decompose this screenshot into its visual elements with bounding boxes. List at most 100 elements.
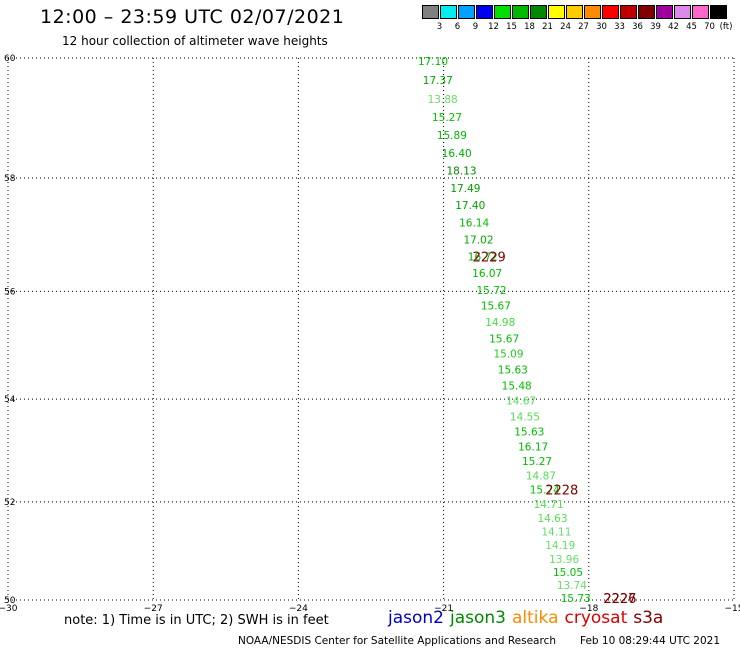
wave-height-value: 14.71	[534, 499, 564, 511]
wave-height-value: 15.67	[489, 333, 519, 345]
y-tick-label: 52	[4, 498, 15, 508]
y-tick-label: 56	[4, 287, 16, 297]
colorbar-swatch	[440, 5, 457, 19]
y-tick-label: 58	[4, 174, 16, 184]
x-tick-label: −21	[434, 604, 453, 614]
wave-height-value: 13.96	[549, 554, 579, 566]
map-grid	[7, 57, 735, 601]
map-subtitle: 12 hour collection of altimeter wave hei…	[62, 34, 328, 48]
pass-number: 2228	[545, 484, 578, 499]
colorbar-swatch	[512, 5, 529, 19]
x-tick-label: −18	[579, 604, 598, 614]
legend-entry-jason2: jason2	[388, 608, 444, 628]
pass-number: 2229	[473, 250, 506, 265]
generated-timestamp: Feb 10 08:29:44 UTC 2021	[580, 635, 720, 647]
pass-number: 2226	[603, 592, 636, 607]
colorbar-label: 27	[578, 22, 589, 32]
wave-height-value: 17.02	[463, 234, 493, 246]
satellite-legend: jason2 jason3 altika cryosat s3a	[388, 608, 669, 628]
colorbar-swatch	[548, 5, 565, 19]
colorbar-swatch	[620, 5, 637, 19]
y-tick-label: 50	[4, 596, 16, 606]
wave-height-value: 14.55	[510, 411, 540, 423]
wave-height-value: 15.67	[481, 301, 511, 313]
pass-number: 2227	[603, 592, 636, 607]
wave-height-value: 14.19	[545, 540, 575, 552]
colorbar-label: 9	[472, 22, 479, 32]
wave-height-value: 15.27	[432, 112, 462, 124]
colorbar-swatch	[692, 5, 709, 19]
wave-height-value: 13.88	[428, 94, 458, 106]
colorbar-swatch	[458, 5, 475, 19]
wave-height-value: 17.40	[455, 200, 485, 212]
wave-height-value: 14.98	[485, 317, 515, 329]
wave-height-observations: 17.10 17.37 13.88 15.27 15.89 16.40 18.13 17.49…	[418, 56, 591, 605]
wave-height-value: 14.67	[506, 396, 536, 408]
x-tick-label: −27	[144, 604, 163, 614]
legend-entry-s3a: s3a	[633, 608, 664, 628]
wave-height-value: 14.87	[526, 471, 556, 483]
colorbar-label: 36	[632, 22, 643, 32]
wave-height-value: 16.72	[468, 251, 498, 263]
wave-height-value: 15.72	[477, 285, 507, 297]
legend-entry-cryosat: cryosat	[564, 608, 628, 628]
wave-height-value: 16.40	[442, 148, 472, 160]
colorbar-label: 18	[524, 22, 535, 32]
x-tick-label: −15	[725, 604, 740, 614]
colorbar-label: 24	[560, 22, 571, 32]
wave-height-value: 15.74	[530, 485, 560, 497]
axis-tick-labels: −30 −27 −24 −21 −18 −15 60 58 56 54 52 50	[0, 54, 740, 614]
colorbar-label: 45	[686, 22, 697, 32]
wave-height-value: 15.48	[502, 380, 532, 392]
colorbar-swatch	[638, 5, 655, 19]
colorbar-swatch	[422, 5, 439, 19]
wave-height-value: 17.10	[418, 56, 448, 68]
colorbar-label: 12	[488, 22, 499, 32]
colorbar-label: 70	[704, 22, 715, 32]
y-tick-label: 54	[4, 395, 16, 405]
legend-entry-altika: altika	[512, 608, 559, 628]
colorbar-label: 6	[454, 22, 461, 32]
colorbar-unit: (ft)	[719, 22, 733, 32]
colorbar-label: 15	[506, 22, 517, 32]
wave-height-value: 16.07	[472, 268, 502, 280]
wave-height-value: 15.73	[561, 593, 591, 605]
wave-height-value: 15.05	[553, 567, 583, 579]
y-tick-label: 60	[4, 54, 16, 64]
wave-height-value: 15.09	[493, 348, 523, 360]
colorbar-label: 30	[596, 22, 607, 32]
colorbar-swatch	[656, 5, 673, 19]
colorbar-swatch	[566, 5, 583, 19]
wave-height-value: 16.17	[518, 441, 548, 453]
colorbar-swatch	[674, 5, 691, 19]
colorbar-swatch	[476, 5, 493, 19]
wave-height-value: 15.27	[522, 456, 552, 468]
colorbar-label: 39	[650, 22, 661, 32]
legend-entry-jason3: jason3	[450, 608, 506, 628]
credit-line: NOAA/NESDIS Center for Satellite Applica…	[238, 635, 556, 647]
colorbar-label: 33	[614, 22, 625, 32]
colorbar-swatch	[602, 5, 619, 19]
wave-height-value: 14.11	[541, 527, 571, 539]
colorbar-swatch	[710, 5, 727, 19]
wave-height-value: 15.63	[514, 426, 544, 438]
colorbar-label: 21	[542, 22, 553, 32]
wave-height-value: 15.63	[498, 365, 528, 377]
colorbar-swatch	[584, 5, 601, 19]
wave-height-value: 17.49	[450, 183, 480, 195]
colorbar-swatch	[494, 5, 511, 19]
wave-height-value: 17.37	[423, 75, 453, 87]
x-tick-label: −30	[0, 604, 18, 614]
wave-height-value: 15.89	[437, 130, 467, 142]
map-title: 12:00 – 23:59 UTC 02/07/2021	[40, 6, 345, 28]
x-tick-label: −24	[289, 604, 308, 614]
colorbar-label: 42	[668, 22, 679, 32]
wave-height-value: 14.63	[537, 513, 567, 525]
units-note: note: 1) Time is in UTC; 2) SWH is in fe…	[64, 613, 329, 628]
colorbar-swatch	[530, 5, 547, 19]
wave-height-value: 18.13	[447, 165, 477, 177]
wave-height-value: 13.74	[557, 580, 587, 592]
colorbar-label: 3	[436, 22, 443, 32]
